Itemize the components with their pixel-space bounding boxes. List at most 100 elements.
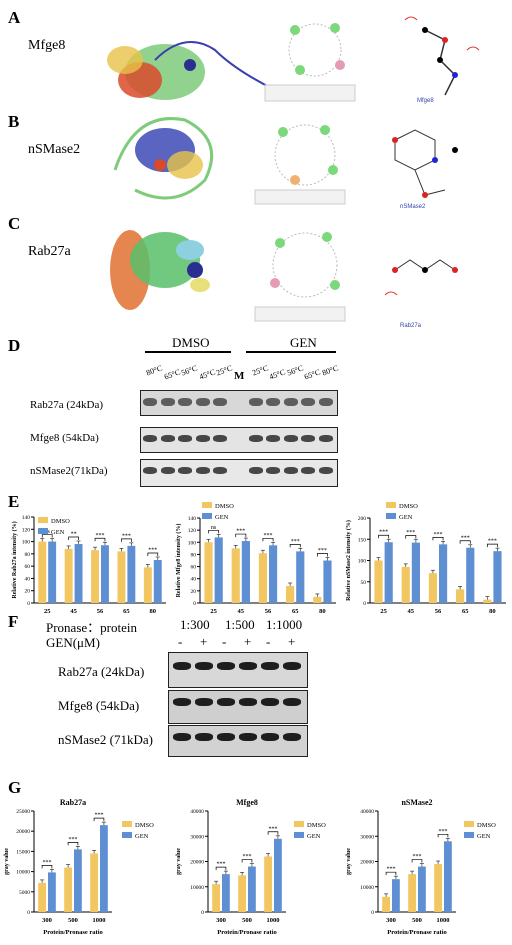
significance-bracket (316, 553, 328, 557)
significance-bracket (289, 544, 301, 548)
ratio-300: 1:300 (180, 617, 210, 632)
y-tick-label: 0 (363, 601, 366, 607)
band (266, 467, 281, 474)
significance-label: *** (413, 854, 422, 860)
band (301, 398, 316, 406)
bar-gen (274, 838, 282, 912)
interaction-diagram-2d (254, 124, 346, 205)
band (319, 398, 333, 406)
significance-bracket (241, 859, 253, 863)
legend-swatch-dmso (386, 502, 396, 508)
bar-dmso (456, 589, 465, 603)
lane-label: 25°C (250, 363, 270, 378)
x-tick-label: 1000 (93, 917, 106, 924)
gen-sign: - (222, 634, 227, 649)
group-line-gen (246, 351, 336, 353)
y-axis-label: Relative Mfge8 intensity (%) (175, 524, 182, 598)
band (217, 733, 235, 741)
gen-sign: + (244, 634, 252, 649)
legend-swatch-gen (122, 832, 132, 838)
docking-images-c (110, 230, 458, 322)
band (283, 662, 301, 670)
significance-label: *** (488, 539, 497, 545)
significance-label: *** (379, 530, 388, 536)
legend-swatch-gen (386, 513, 396, 519)
significance-bracket (385, 871, 397, 876)
panel-label-e: E (8, 492, 20, 511)
significance-label: *** (95, 813, 104, 819)
x-tick-label: 45 (70, 608, 77, 615)
band (195, 662, 213, 670)
lane-label: 25°C (215, 363, 234, 378)
significance-bracket (486, 543, 498, 548)
bar-gen (323, 560, 332, 603)
significance-label: *** (148, 548, 157, 554)
chart-title: Rab27a (60, 798, 86, 807)
bar-gen (248, 866, 256, 912)
legend-swatch-dmso (202, 502, 212, 508)
y-tick-label: 40 (25, 576, 31, 582)
significance-label: *** (264, 533, 273, 539)
blot-row-label-rab27a: Rab27a (24kDa) (30, 399, 104, 411)
y-tick-label: 0 (201, 910, 204, 916)
significance-label: *** (291, 539, 300, 545)
y-tick-label: 40 (191, 577, 197, 583)
y-axis-label: Relative nSMase2 intensity (%) (345, 520, 352, 601)
band (261, 733, 279, 741)
y-tick-label: 40000 (360, 809, 374, 815)
x-tick-label: 1000 (267, 917, 280, 924)
band (160, 467, 175, 474)
x-axis-label: Protein/Pronase ratio (217, 929, 277, 936)
significance-bracket (267, 831, 279, 835)
band (143, 467, 157, 474)
y-tick-label: 140 (188, 516, 197, 522)
significance-label: *** (318, 548, 327, 554)
band (160, 398, 175, 406)
y-tick-label: 20000 (16, 829, 30, 835)
bar-dmso (91, 550, 99, 603)
band (213, 435, 228, 442)
interaction-diagram-2d (264, 23, 356, 102)
bar-gen (100, 825, 108, 912)
bar-dmso (408, 874, 416, 912)
gen-sign: + (288, 634, 296, 649)
ligplot-diagram (392, 129, 458, 198)
y-tick-label: 10000 (190, 885, 204, 891)
y-tick-label: 200 (358, 516, 367, 522)
band (213, 467, 228, 474)
y-tick-label: 0 (193, 601, 196, 607)
chart-g-nsmase2: nSMase2 0 10000 20000 30000 40000 gray value **… (346, 798, 496, 936)
bar-dmso (64, 867, 72, 912)
significance-bracket (432, 537, 444, 541)
x-tick-label: 80 (489, 608, 496, 615)
band (160, 435, 175, 442)
y-tick-label: 25000 (16, 809, 30, 815)
y-tick-label: 30000 (360, 834, 374, 840)
band (143, 435, 157, 442)
interaction-diagram-2d (254, 232, 346, 322)
significance-label: ** (71, 532, 77, 538)
protein-label-mfge8: Mfge8 (28, 38, 66, 53)
band (173, 733, 191, 741)
x-tick-label: 65 (123, 608, 130, 615)
significance-bracket (67, 842, 79, 846)
bar-gen (241, 541, 250, 603)
x-tick-label: 500 (412, 917, 422, 924)
bar-gen (153, 560, 162, 603)
y-tick-label: 80 (25, 552, 31, 558)
bar-dmso (238, 875, 246, 912)
band (283, 435, 298, 442)
protein-structure-3d (110, 230, 210, 310)
group-label-dmso: DMSO (172, 335, 210, 350)
gen-dose-label: GEN(μM) (46, 635, 100, 650)
significance-bracket (93, 817, 105, 822)
group-line-dmso (145, 351, 231, 353)
legend-label-dmso: DMSO (135, 822, 154, 829)
chart-e-rab27a: 0 20 40 60 80 100 120 140 Relative Rab27a intens… (11, 515, 166, 615)
legend-label-gen: GEN (135, 833, 149, 840)
band (143, 398, 157, 406)
blot-row-label-nsmase2: nSMase2(71kDa) (30, 465, 108, 477)
bar-dmso (143, 567, 152, 603)
bar-dmso (428, 573, 437, 603)
bar-gen (127, 545, 136, 603)
